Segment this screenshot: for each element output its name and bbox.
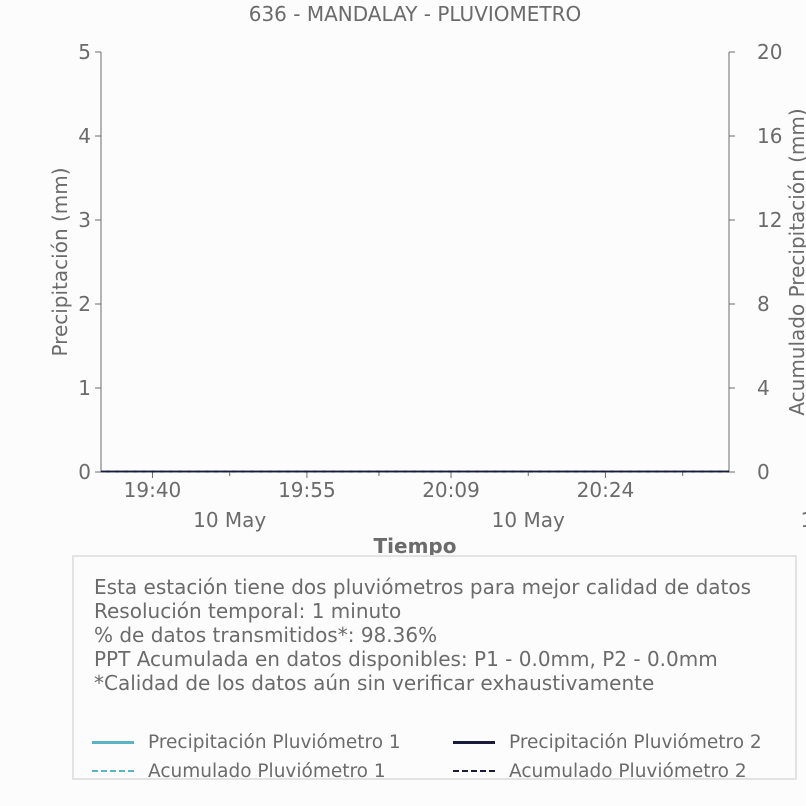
legend-label: Precipitación Pluviómetro 2 (509, 731, 762, 753)
y-left-tick-label: 0 (78, 460, 91, 484)
y-right-tick-label: 20 (757, 40, 782, 64)
x-tick-label: 20:24 (577, 478, 635, 502)
legend-precip-p2: Precipitación Pluviómetro 2 (453, 730, 762, 754)
legend-swatch-dashed (453, 770, 495, 772)
legend-acum-p1: Acumulado Pluviómetro 1 (92, 759, 386, 783)
info-legend-box: Esta estación tiene dos pluviómetros par… (72, 555, 797, 783)
chart-title: 636 - MANDALAY - PLUVIOMETRO (249, 2, 582, 26)
station-info: Esta estación tiene dos pluviómetros par… (94, 575, 751, 695)
info-line: *Calidad de los datos aún sin verificar … (94, 671, 655, 695)
x-date-label: 10 May (801, 508, 806, 532)
legend-precip-p1: Precipitación Pluviómetro 1 (92, 730, 401, 754)
precipitation-chart: 636 - MANDALAY - PLUVIOMETRO012345048121… (48, 2, 806, 558)
legend-acum-p2: Acumulado Pluviómetro 2 (453, 759, 747, 783)
y-right-tick-label: 0 (757, 460, 770, 484)
legend-swatch-solid (453, 740, 495, 744)
x-tick-label: 19:55 (278, 478, 336, 502)
info-line: Resolución temporal: 1 minuto (94, 599, 402, 623)
y-left-tick-label: 5 (78, 40, 91, 64)
y-left-tick-label: 2 (78, 292, 91, 316)
y-right-tick-label: 8 (757, 292, 770, 316)
y-left-tick-label: 1 (78, 376, 91, 400)
info-line: % de datos transmitidos*: 98.36% (94, 623, 438, 647)
legend-label: Acumulado Pluviómetro 2 (509, 760, 747, 782)
y-left-tick-label: 3 (78, 208, 91, 232)
y-right-tick-label: 12 (757, 208, 782, 232)
y-left-axis-label: Precipitación (mm) (48, 167, 72, 356)
x-tick-label: 20:09 (422, 478, 480, 502)
x-axis-label: Tiempo (374, 534, 457, 558)
x-tick-label: 19:40 (124, 478, 182, 502)
y-right-axis-label: Acumulado Precipitación (mm) (785, 108, 806, 415)
info-line: PPT Acumulada en datos disponibles: P1 -… (94, 647, 718, 671)
legend-label: Precipitación Pluviómetro 1 (148, 731, 401, 753)
x-date-label: 10 May (492, 508, 565, 532)
y-right-tick-label: 4 (757, 376, 770, 400)
x-date-label: 10 May (193, 508, 266, 532)
legend-label: Acumulado Pluviómetro 1 (148, 760, 386, 782)
y-right-tick-label: 16 (757, 124, 782, 148)
y-left-tick-label: 4 (78, 124, 91, 148)
legend-swatch-dashed (92, 770, 134, 772)
info-line: Esta estación tiene dos pluviómetros par… (94, 575, 752, 599)
legend-swatch-solid (92, 740, 134, 744)
